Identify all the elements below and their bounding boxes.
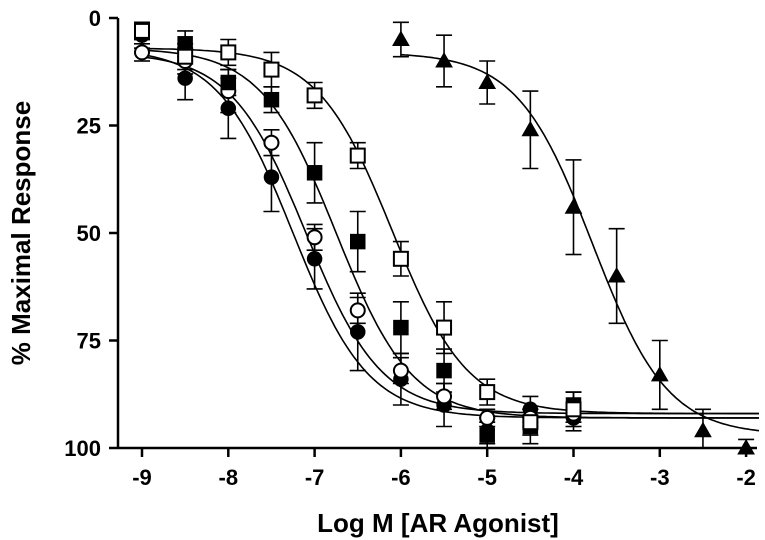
open-square-point [522, 414, 539, 431]
fit-curve-series-4 [142, 47, 759, 415]
filled-triangle-point [521, 120, 540, 137]
x-tick-label: -5 [477, 465, 497, 490]
filled-square-point [220, 74, 237, 91]
y-tick-label: 0 [89, 6, 101, 31]
y-tick-label: 75 [77, 329, 101, 354]
filled-triangle-point [478, 73, 497, 89]
open-square-point [392, 250, 409, 267]
data-points [134, 22, 755, 455]
filled-triangle-point [694, 421, 712, 438]
open-square-point [436, 319, 453, 336]
open-square-point [177, 48, 194, 65]
open-square-point [263, 61, 280, 78]
filled-square-point [306, 165, 323, 181]
filled-triangle-point [650, 365, 669, 382]
x-tick-label: -9 [132, 465, 152, 490]
open-circle-point [479, 409, 496, 426]
open-circle-point [349, 302, 366, 319]
x-tick-label: -4 [564, 465, 584, 490]
filled-square-point [350, 233, 366, 250]
open-square-point [220, 44, 237, 61]
filled-triangle-point [435, 51, 453, 68]
filled-circle-point [220, 100, 237, 117]
y-axis-title: % Maximal Response [6, 101, 36, 365]
open-square-point [349, 147, 366, 164]
filled-circle-point [263, 169, 280, 185]
x-tick-label: -6 [391, 465, 411, 490]
filled-circle-point [350, 324, 366, 340]
filled-triangle-point [564, 198, 583, 214]
x-tick-label: -3 [650, 465, 670, 490]
filled-square-point [479, 427, 495, 443]
x-axis-title: Log M [AR Agonist] [317, 508, 559, 538]
open-square-point [565, 401, 582, 418]
filled-square-point [436, 362, 452, 379]
open-square-point [134, 22, 150, 39]
filled-circle-point [177, 70, 193, 86]
y-tick-label: 25 [77, 114, 101, 139]
x-tick-label: -7 [305, 465, 325, 490]
open-square-point [306, 87, 323, 104]
axis-ticks: -9 -8 -7 -6 -5 -4 -3 -2 0 25 50 75 100 [64, 6, 756, 490]
open-circle-point [263, 134, 280, 151]
open-circle-point [134, 44, 150, 61]
x-tick-label: -8 [219, 465, 239, 490]
open-circle-point [436, 388, 453, 405]
open-circle-point [392, 362, 409, 379]
y-tick-label: 100 [64, 436, 101, 461]
y-tick-label: 50 [77, 221, 101, 246]
open-circle-point [306, 229, 323, 246]
filled-square-point [263, 91, 280, 108]
filled-triangle-point [392, 30, 410, 46]
filled-circle-point [306, 251, 323, 267]
fit-curve-series-5 [400, 53, 760, 432]
x-tick-label: -2 [736, 465, 756, 490]
filled-square-point [393, 319, 409, 336]
open-square-point [479, 384, 496, 401]
filled-triangle-point [607, 266, 626, 283]
